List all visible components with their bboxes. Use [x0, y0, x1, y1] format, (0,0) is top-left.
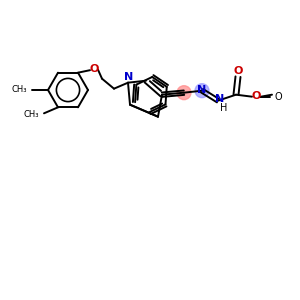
Text: N: N: [197, 85, 207, 95]
Text: CH₃: CH₃: [23, 110, 39, 119]
Text: O: O: [251, 91, 261, 101]
Circle shape: [177, 86, 191, 100]
Text: O: O: [274, 92, 282, 102]
Text: O: O: [233, 66, 243, 76]
Text: CH₃: CH₃: [11, 85, 27, 94]
Circle shape: [195, 84, 209, 98]
Text: H: H: [220, 103, 228, 113]
Text: N: N: [124, 72, 134, 82]
Text: N: N: [215, 94, 225, 104]
Text: O: O: [89, 64, 99, 74]
